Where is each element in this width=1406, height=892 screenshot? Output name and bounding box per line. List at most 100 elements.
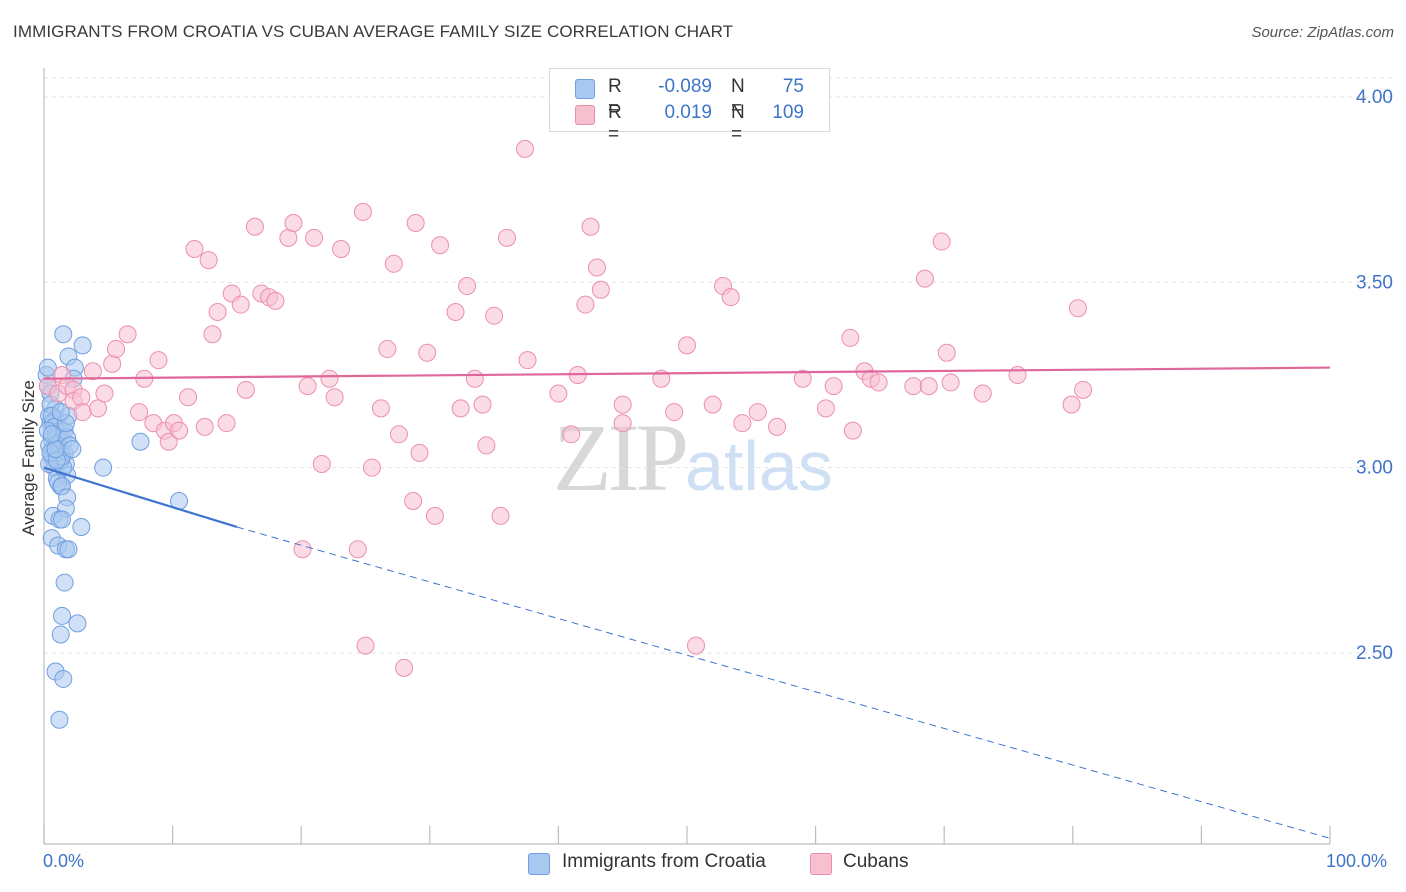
legend-swatch-croatia — [575, 79, 595, 99]
point-cubans — [371, 399, 390, 418]
point-croatia — [68, 614, 87, 633]
point-cubans — [458, 277, 477, 296]
point-croatia — [72, 517, 91, 536]
point-cubans — [236, 380, 255, 399]
point-croatia — [42, 425, 61, 444]
point-cubans — [491, 506, 510, 525]
point-cubans — [941, 373, 960, 392]
point-cubans — [217, 414, 236, 433]
point-cubans — [332, 239, 351, 258]
point-cubans — [362, 458, 381, 477]
point-cubans — [841, 328, 860, 347]
point-cubans — [904, 377, 923, 396]
point-cubans — [915, 269, 934, 288]
point-croatia — [46, 440, 65, 459]
point-cubans — [869, 373, 888, 392]
point-croatia — [54, 669, 73, 688]
point-cubans — [208, 302, 227, 321]
point-cubans — [298, 377, 317, 396]
point-cubans — [687, 636, 706, 655]
point-cubans — [1068, 299, 1087, 318]
bottom-legend-label-cubans: Cubans — [843, 851, 909, 872]
point-cubans — [325, 388, 344, 407]
chart-source: Source: ZipAtlas.com — [1251, 24, 1394, 41]
chart-title: IMMIGRANTS FROM CROATIA VS CUBAN AVERAGE… — [13, 22, 734, 41]
point-cubans — [703, 395, 722, 414]
point-cubans — [613, 395, 632, 414]
point-cubans — [518, 351, 537, 370]
point-croatia — [54, 325, 73, 344]
point-cubans — [816, 399, 835, 418]
point-cubans — [562, 425, 581, 444]
grid-lines — [44, 77, 1392, 654]
point-cubans — [1074, 380, 1093, 399]
point-cubans — [384, 254, 403, 273]
point-cubans — [665, 403, 684, 422]
point-croatia — [63, 440, 82, 459]
trend-lines — [43, 366, 1331, 839]
point-croatia — [51, 625, 70, 644]
axes — [43, 68, 1331, 845]
point-cubans — [103, 354, 122, 373]
point-cubans — [293, 540, 312, 559]
point-cubans — [587, 258, 606, 277]
bottom-legend-swatch-croatia — [528, 853, 550, 875]
point-cubans — [118, 325, 137, 344]
point-cubans — [418, 343, 437, 362]
point-cubans — [149, 351, 168, 370]
point-cubans — [404, 492, 423, 511]
point-cubans — [733, 414, 752, 433]
legend-r-value: -0.089 — [658, 76, 712, 97]
trend-line-croatia-extrapolated — [236, 526, 1331, 839]
point-cubans — [473, 395, 492, 414]
point-croatia — [94, 458, 113, 477]
point-cubans — [721, 288, 740, 307]
point-cubans — [378, 340, 397, 359]
point-cubans — [170, 421, 189, 440]
series-cubans-points — [38, 139, 1093, 677]
point-croatia — [59, 540, 78, 559]
point-croatia — [51, 403, 70, 422]
point-cubans — [312, 454, 331, 473]
y-axis-label: Average Family Size — [19, 380, 38, 536]
point-cubans — [678, 336, 696, 355]
point-croatia — [73, 336, 92, 355]
point-cubans — [83, 362, 102, 381]
x-axis-max-label: 100.0% — [1326, 851, 1388, 871]
point-cubans — [973, 384, 992, 403]
legend-swatch-cubans — [575, 105, 595, 125]
series-croatia-points — [37, 325, 189, 729]
legend-r-value: 0.019 — [664, 102, 712, 123]
point-cubans — [515, 139, 534, 158]
point-cubans — [591, 280, 610, 299]
point-cubans — [446, 302, 465, 321]
bottom-legend-swatch-cubans — [810, 853, 832, 875]
point-cubans — [406, 214, 425, 233]
point-cubans — [73, 403, 92, 422]
y-tick-label: 3.50 — [1356, 272, 1393, 293]
point-croatia — [53, 606, 72, 625]
trend-line-croatia — [43, 466, 238, 529]
point-cubans — [348, 540, 367, 559]
point-croatia — [38, 358, 57, 377]
point-cubans — [410, 443, 429, 462]
point-croatia — [55, 573, 74, 592]
point-cubans — [932, 232, 951, 251]
correlation-legend: R = -0.089 N = 75 R = 0.019 N = 109 — [549, 68, 830, 145]
point-cubans — [395, 658, 414, 677]
point-cubans — [353, 202, 372, 221]
point-croatia — [50, 710, 69, 729]
point-cubans — [389, 425, 408, 444]
point-cubans — [1008, 366, 1027, 384]
legend-n-value: 109 — [772, 102, 804, 123]
point-cubans — [431, 236, 450, 255]
point-cubans — [843, 421, 862, 440]
point-cubans — [824, 377, 843, 396]
trend-line-cubans — [43, 366, 1331, 380]
point-cubans — [497, 228, 516, 247]
point-cubans — [793, 369, 812, 388]
point-cubans — [179, 388, 198, 407]
y-tick-label: 4.00 — [1356, 87, 1393, 108]
point-cubans — [549, 384, 568, 403]
